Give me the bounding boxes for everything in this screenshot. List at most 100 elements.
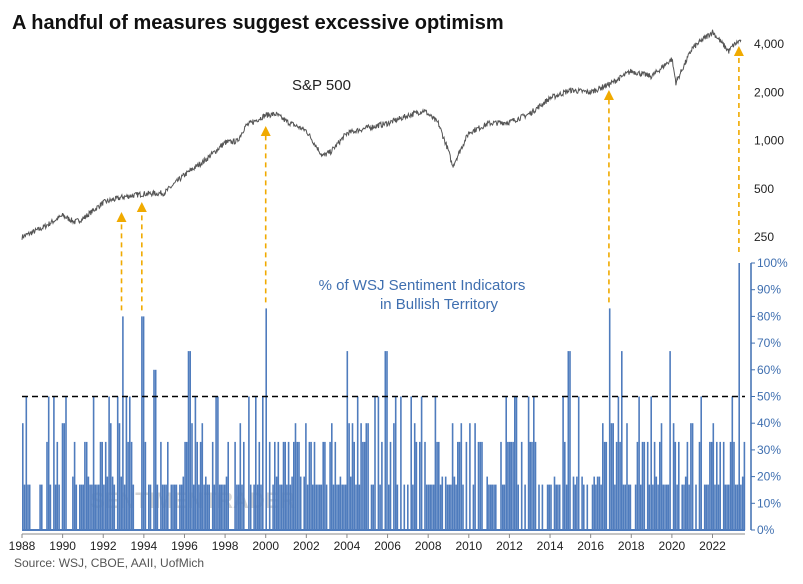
x-tick-label: 2006: [374, 539, 401, 553]
sentiment-bar: [602, 423, 604, 530]
sentiment-y-tick-label: 0%: [757, 523, 775, 537]
sentiment-bar: [726, 484, 728, 530]
sentiment-bar: [712, 423, 715, 530]
sentiment-bar: [394, 396, 397, 530]
sentiment-bar: [132, 484, 135, 530]
sentiment-bar: [634, 484, 637, 530]
sentiment-bar: [324, 441, 326, 530]
sentiment-bar: [603, 441, 606, 530]
sentiment-bar: [194, 396, 197, 530]
sentiment-bar: [356, 396, 359, 530]
sentiment-bar: [224, 484, 226, 530]
sentiment-bar: [344, 484, 347, 530]
sentiment-bar: [82, 484, 84, 530]
sentiment-bar: [503, 484, 506, 530]
sentiment-bar: [508, 441, 511, 530]
sentiment-bar: [472, 484, 475, 530]
sentiment-bar: [486, 476, 488, 530]
sentiment-bar: [203, 484, 205, 530]
signal-arrow-head: [116, 212, 127, 222]
sentiment-bar: [652, 484, 654, 530]
sentiment-bar: [648, 484, 651, 530]
sentiment-y-tick-label: 40%: [757, 416, 781, 430]
sentiment-bar: [291, 476, 293, 530]
sentiment-bar: [260, 484, 262, 530]
sentiment-bar: [507, 441, 509, 530]
sentiment-label-line-2: in Bullish Territory: [380, 296, 499, 313]
x-tick-label: 1990: [49, 539, 76, 553]
sentiment-bar: [393, 423, 395, 530]
sentiment-bar: [262, 396, 264, 530]
sentiment-bar: [695, 484, 697, 530]
sentiment-bar: [286, 484, 288, 530]
sentiment-bar: [184, 441, 186, 530]
sentiment-bar: [736, 484, 739, 530]
sentiment-bar: [346, 351, 349, 530]
sentiment-bar: [161, 484, 164, 530]
sentiment-bar: [170, 484, 173, 530]
sentiment-y-tick-label: 80%: [757, 309, 781, 323]
sentiment-bar: [605, 441, 608, 530]
sentiment-bar: [163, 484, 166, 530]
sentiment-bar: [619, 441, 621, 530]
sentiment-bar: [101, 441, 103, 530]
sentiment-bar: [318, 484, 321, 530]
sentiment-bar: [703, 484, 706, 530]
sentiment-bar: [425, 484, 428, 530]
x-tick-label: 1998: [212, 539, 239, 553]
sentiment-bar: [294, 423, 297, 530]
x-tick-label: 2022: [699, 539, 726, 553]
sentiment-bar: [211, 441, 214, 530]
sentiment-bar: [329, 441, 331, 530]
sentiment-bar: [400, 396, 402, 530]
sentiment-bar: [130, 441, 133, 530]
sentiment-bar: [481, 441, 483, 530]
sentiment-bar: [439, 484, 442, 530]
sentiment-bar: [298, 441, 300, 530]
sentiment-bar: [650, 396, 652, 530]
sentiment-bar: [331, 423, 333, 530]
sentiment-bar: [640, 484, 642, 530]
sentiment-bar: [548, 484, 551, 530]
sentiment-bar: [53, 396, 55, 530]
sentiment-y-axis: 0% 10% 20% 30% 40% 50% 60% 70% 80% 90% 100%: [750, 256, 788, 537]
sentiment-bar: [156, 484, 159, 530]
sentiment-bar: [127, 441, 129, 530]
sentiment-bar: [626, 423, 628, 530]
sentiment-bar: [315, 484, 318, 530]
sentiment-bar: [365, 423, 368, 530]
sentiment-bar: [63, 423, 65, 530]
sentiment-bar: [550, 484, 552, 530]
sentiment-bar: [353, 441, 355, 530]
sentiment-bar: [198, 484, 200, 530]
sentiment-bar: [360, 423, 362, 530]
sentiment-bar: [655, 476, 658, 530]
sentiment-bar: [457, 441, 459, 530]
sentiment-bar: [303, 476, 305, 530]
sentiment-bar: [431, 484, 433, 530]
sentiment-bar: [308, 441, 311, 530]
sentiment-bar: [500, 441, 502, 530]
sentiment-bar: [123, 484, 126, 530]
sentiment-bar: [187, 351, 190, 530]
sentiment-bar: [517, 484, 519, 530]
sentiment-bar: [96, 484, 98, 530]
sentiment-bar: [446, 484, 449, 530]
sentiment-bar: [403, 484, 406, 530]
sentiment-bar: [615, 441, 618, 530]
sentiment-bar: [320, 484, 323, 530]
sentiment-bar: [564, 441, 566, 530]
sentiment-bar: [534, 441, 537, 530]
sentiment-bar: [72, 476, 74, 530]
sentiment-bar: [714, 484, 716, 530]
x-tick-label: 1988: [9, 539, 36, 553]
sentiment-bar: [374, 396, 376, 530]
sentiment-y-tick-label: 60%: [757, 363, 781, 377]
sentiment-bar: [531, 441, 533, 530]
sentiment-bar: [432, 484, 435, 530]
x-tick-label: 2008: [415, 539, 442, 553]
sentiment-bar: [453, 476, 456, 530]
sentiment-bar: [617, 396, 620, 530]
sentiment-bar: [419, 441, 421, 530]
